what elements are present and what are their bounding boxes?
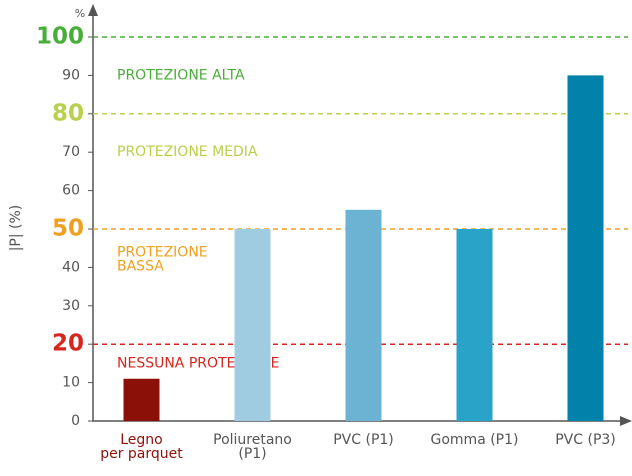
y-tick-label: 30 xyxy=(62,298,80,314)
x-tick-label: PVC (P1) xyxy=(333,432,394,448)
y-tick-label: 90 xyxy=(62,67,80,83)
bar xyxy=(567,75,604,422)
zone-label: BASSA xyxy=(117,259,164,275)
y-tick-label: 0 xyxy=(71,413,80,429)
x-tick-label: PVC (P3) xyxy=(555,432,616,448)
x-tick-label: (P1) xyxy=(238,446,266,462)
y-tick-label: 70 xyxy=(62,144,80,160)
y-tick-label: 20 xyxy=(52,331,84,357)
y-tick-label: 60 xyxy=(62,183,80,199)
zone-label: PROTEZIONE xyxy=(117,245,208,261)
y-tick-label: 10 xyxy=(62,375,80,391)
bar xyxy=(456,229,493,421)
x-tick-label: Poliuretano xyxy=(213,432,292,448)
x-tick-label: Legno xyxy=(120,432,163,448)
bar xyxy=(234,229,271,421)
y-tick-label: 40 xyxy=(62,259,80,275)
bar xyxy=(345,209,382,421)
zone-label: PROTEZIONE ALTA xyxy=(117,67,245,83)
y-axis-label: |P| (%) xyxy=(8,205,24,252)
zone-label: PROTEZIONE MEDIA xyxy=(117,144,258,160)
x-tick-label: per parquet xyxy=(100,446,183,462)
y-unit: % xyxy=(75,7,85,20)
bar xyxy=(123,378,160,421)
x-tick-label: Gomma (P1) xyxy=(431,432,519,448)
y-tick-label: 100 xyxy=(36,24,84,50)
y-tick-label: 80 xyxy=(52,100,84,126)
y-tick-label: 50 xyxy=(52,216,84,242)
y-arrow xyxy=(88,4,98,16)
x-arrow xyxy=(620,416,632,426)
